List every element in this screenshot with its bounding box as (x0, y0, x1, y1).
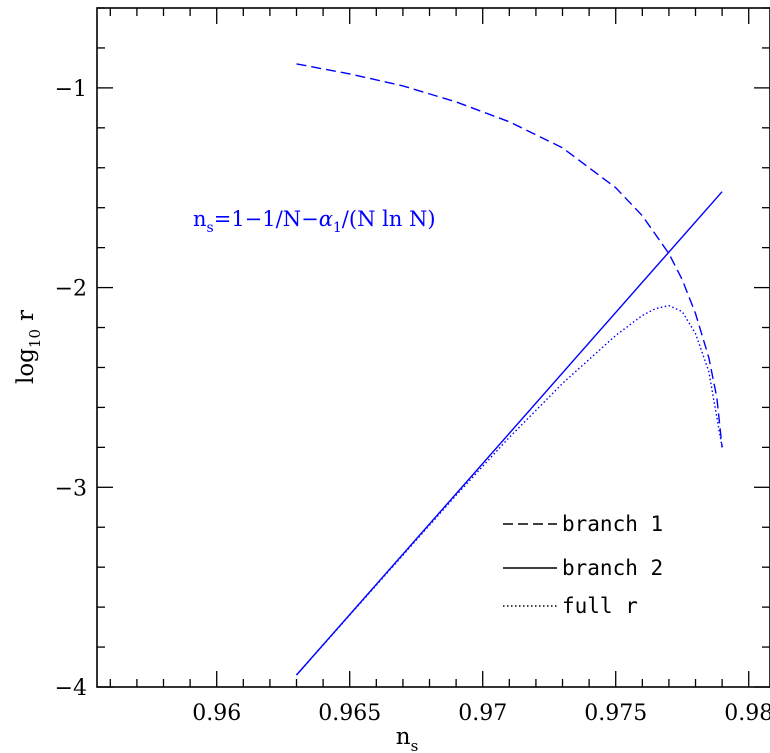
x-tick-label: 0.975 (584, 701, 647, 726)
plot-frame (96, 7, 770, 688)
x-tick-label: 0.98 (724, 701, 770, 726)
y-tick-label: −2 (55, 277, 87, 302)
y-axis-label: log10r (13, 310, 44, 384)
y-tick-label: −1 (55, 77, 87, 102)
x-tick-label: 0.96 (192, 701, 241, 726)
series-full-r (295, 304, 723, 676)
legend: branch 1 branch 2 full r (503, 512, 663, 618)
legend-label-full-r: full r (562, 594, 638, 618)
x-axis-label: ns (396, 724, 419, 753)
series-branch-1 (296, 63, 723, 448)
legend-label-branch-1: branch 1 (562, 512, 663, 536)
series-branch-2 (295, 191, 723, 676)
x-tick-label: 0.97 (458, 701, 507, 726)
y-tick-label: −4 (55, 676, 87, 701)
formula-annotation: ns=1−1/N−α1/(N ln N) (193, 207, 436, 236)
x-tick-label: 0.965 (318, 701, 381, 726)
legend-label-branch-2: branch 2 (562, 556, 663, 580)
ticks-layer: 0.96 0.965 0.97 0.975 0.98 −1 −2 −3 −4 (55, 7, 770, 726)
y-tick-label: −3 (55, 476, 87, 501)
series-layer (295, 63, 723, 676)
